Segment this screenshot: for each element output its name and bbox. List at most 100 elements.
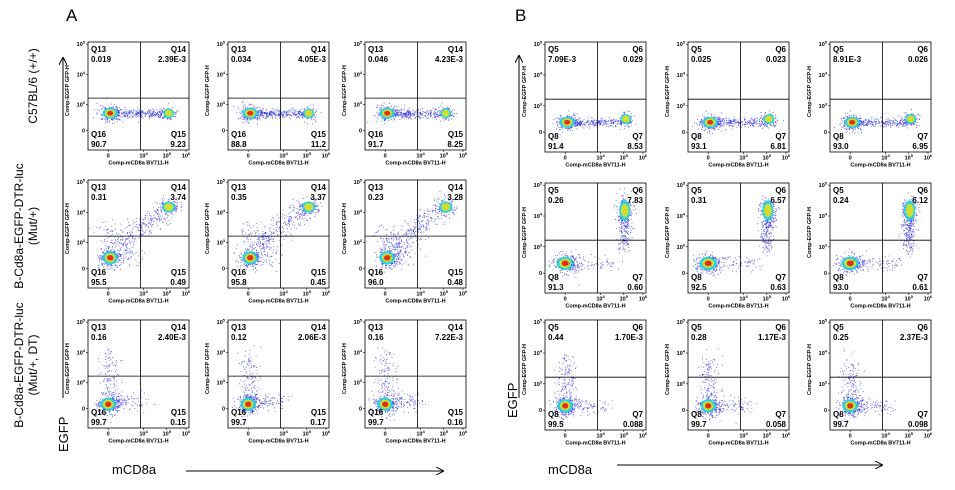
- quadrant-name-ul: Q5: [833, 45, 844, 54]
- y-tick-label: 105: [354, 318, 363, 327]
- quadrant-name-ul: Q5: [548, 323, 559, 332]
- plot-frame: [544, 182, 647, 294]
- quadrant-value-lr: 9.23: [170, 140, 186, 149]
- quadrant-value-ul: 0.31: [91, 193, 107, 202]
- density-scatter: [834, 109, 921, 134]
- quadrant-value-lr: 0.16: [447, 418, 463, 427]
- y-tick-label: 0: [359, 407, 362, 413]
- quadrant-value-ur: 0.026: [908, 55, 929, 64]
- y-tick-label: 104: [217, 348, 226, 357]
- x-tick-label: 104: [739, 153, 748, 162]
- x-tick-label: 0: [707, 434, 710, 440]
- y-tick-label: 0: [824, 408, 827, 414]
- quadrant-name-ur: Q6: [775, 186, 786, 195]
- quadrant-value-ur: 4.05E-3: [298, 55, 327, 64]
- quadrant-name-lr: Q15: [448, 408, 464, 417]
- quadrant-name-ul: Q13: [368, 323, 384, 332]
- quadrant-name-lr: Q7: [917, 410, 928, 419]
- y-tick-label: 104: [217, 208, 226, 217]
- x-tick-label: 106: [924, 431, 933, 440]
- plot-y-label: Comp-EGFP GFP-H: [65, 65, 71, 116]
- quadrant-value-ll: 99.7: [231, 418, 247, 427]
- quadrant-name-lr: Q15: [171, 268, 187, 277]
- x-tick-label: 106: [639, 294, 648, 303]
- plot-frame: [829, 41, 932, 153]
- plot-x-label: Comp-mCD8a BV711-H: [850, 304, 910, 310]
- x-tick-label: 106: [322, 289, 331, 298]
- y-tick-label: 0: [824, 130, 827, 136]
- y-tick-label: 105: [77, 178, 86, 187]
- quadrant-name-ur: Q14: [311, 323, 327, 332]
- quadrant-value-ur: 7.83: [627, 196, 643, 205]
- quadrant-value-lr: 8.25: [447, 140, 463, 149]
- quadrant-name-lr: Q15: [448, 130, 464, 139]
- x-tick-label: 105: [905, 294, 914, 303]
- y-tick-label: 0: [682, 130, 685, 136]
- quadrant-name-ll: Q8: [833, 132, 844, 141]
- plot-x-label: Comp-mCD8a BV711-H: [248, 439, 308, 445]
- quadrant-name-ll: Q16: [231, 408, 247, 417]
- quadrant-value-ll: 91.3: [548, 283, 564, 292]
- plot-y-label: Comp-EGFP GFP-H: [665, 344, 671, 395]
- plot-x-label: Comp-mCD8a BV711-H: [108, 161, 168, 167]
- density-scatter: [373, 191, 458, 274]
- x-tick-label: 0: [564, 156, 567, 162]
- quadrant-value-ll: 88.8: [231, 140, 247, 149]
- quadrant-value-ur: 3.74: [170, 193, 186, 202]
- quadrant-name-ur: Q6: [775, 45, 786, 54]
- x-tick-label: 104: [596, 153, 605, 162]
- x-tick-label: 104: [139, 151, 148, 160]
- density-scatter: [552, 110, 637, 136]
- x-tick-label: 106: [782, 431, 791, 440]
- quadrant-name-ul: Q5: [691, 45, 702, 54]
- flow-plot-b-2-2: Q5 Q6 0.25 2.37E-3 Q8 Q7 99.7 0.098 0 104 105 106 Co…: [802, 312, 933, 447]
- y-tick-label: 0: [359, 267, 362, 273]
- quadrant-value-ul: 0.35: [231, 193, 247, 202]
- quadrant-value-ur: 6.57: [770, 196, 786, 205]
- flow-plot-a-0-1: Q13 Q14 0.034 4.05E-3 Q16 Q15 88.8 11.2 0 104 105 1…: [200, 34, 331, 167]
- y-tick-label: 104: [77, 70, 86, 79]
- y-tick-label: 103: [819, 379, 828, 388]
- y-tick-label: 0: [824, 271, 827, 277]
- density-scatter: [833, 192, 921, 282]
- density-scatter: [688, 195, 781, 277]
- x-tick-label: 105: [620, 431, 629, 440]
- x-tick-label: 0: [107, 154, 110, 160]
- flow-plot-b-0-1: Q5 Q6 0.025 0.023 Q8 Q7 93.1 6.81 0 104 105 106 Comp…: [660, 34, 791, 169]
- plot-x-label: Comp-mCD8a BV711-H: [565, 441, 625, 447]
- x-tick-label: 106: [322, 151, 331, 160]
- quadrant-name-lr: Q7: [632, 132, 643, 141]
- y-tick-label: 105: [819, 318, 828, 327]
- y-tick-label: 104: [354, 70, 363, 79]
- quadrant-value-ul: 0.23: [368, 193, 384, 202]
- quadrant-value-ul: 0.12: [231, 333, 247, 342]
- plot-x-label: Comp-mCD8a BV711-H: [108, 299, 168, 305]
- x-tick-label: 104: [881, 431, 890, 440]
- quadrant-name-ll: Q8: [833, 410, 844, 419]
- quadrant-value-ul: 0.046: [368, 55, 389, 64]
- quadrant-name-ur: Q6: [917, 323, 928, 332]
- quadrant-name-lr: Q15: [171, 408, 187, 417]
- quadrant-value-ll: 90.7: [91, 140, 107, 149]
- x-tick-label: 106: [182, 289, 191, 298]
- y-tick-label: 104: [819, 212, 828, 221]
- x-tick-label: 104: [739, 431, 748, 440]
- x-tick-label: 104: [416, 429, 425, 438]
- y-tick-label: 103: [819, 242, 828, 251]
- plot-y-label: Comp-EGFP GFP-H: [665, 66, 671, 117]
- quadrant-value-ul: 0.019: [91, 55, 112, 64]
- quadrant-value-ur: 6.12: [912, 196, 928, 205]
- x-tick-label: 0: [564, 297, 567, 303]
- quadrant-name-ul: Q5: [548, 45, 559, 54]
- quadrant-name-ll: Q8: [691, 273, 702, 282]
- x-tick-label: 105: [303, 429, 312, 438]
- plot-x-label: Comp-mCD8a BV711-H: [565, 304, 625, 310]
- quadrant-value-ul: 7.09E-3: [548, 55, 577, 64]
- quadrant-name-lr: Q15: [311, 130, 327, 139]
- quadrant-value-ul: 0.26: [548, 196, 564, 205]
- quadrant-value-ll: 91.7: [368, 140, 384, 149]
- quadrant-name-lr: Q15: [311, 408, 327, 417]
- quadrant-name-lr: Q7: [775, 132, 786, 141]
- quadrant-value-lr: 0.058: [766, 420, 787, 429]
